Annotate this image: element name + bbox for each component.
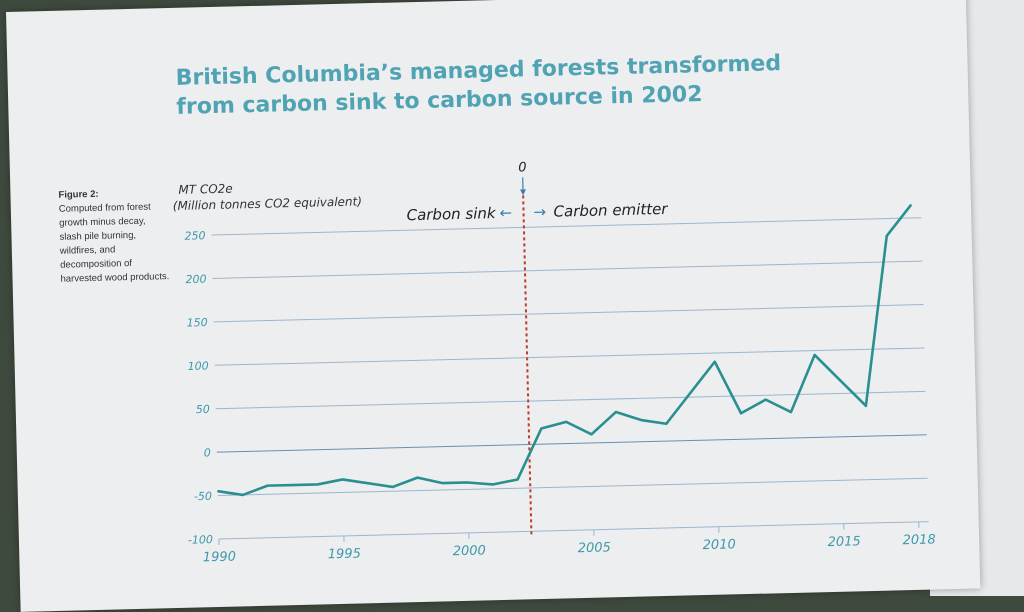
marker-arrowhead [520,189,526,195]
x-tick-label: 2000 [453,543,486,559]
gridline [214,305,924,322]
carbon-sink-label: Carbon sink [406,204,497,224]
gridline [219,522,929,539]
y-tick-label: -50 [194,490,212,503]
x-tick-label: 2005 [578,540,611,556]
y-tick-label: 0 [204,446,211,459]
y-tick-label: 250 [184,229,205,243]
y-tick-label: 200 [185,273,206,287]
crossover-marker-line [523,195,531,537]
y-tick-label: 100 [188,359,209,373]
book-page: British Columbia’s managed forests trans… [6,0,980,612]
x-tick-label: 1990 [203,550,236,566]
crossover-marker-label: 0 [518,160,527,175]
arrow-left-icon: ← [499,204,512,222]
y-tick-label: 50 [196,403,210,416]
y-axis-title-line1: MT CO2e [178,182,233,197]
gridline [216,391,926,408]
x-tick-label: 1995 [328,546,361,562]
x-tick-label: 2015 [827,534,860,550]
carbon-emitter-label: Carbon emitter [553,200,668,221]
line-chart: MT CO2e (Million tonnes CO2 equivalent) … [6,0,980,612]
gridline [217,435,927,452]
y-axis-title-line2: (Million tonnes CO2 equivalent) [173,194,363,213]
x-tick-label: 2010 [703,537,736,553]
arrow-right-icon: → [533,203,546,221]
gridline [213,261,923,278]
x-tick-label: 2018 [902,532,935,548]
gridline [218,478,928,495]
y-tick-label: 150 [186,316,207,330]
y-tick-label: -100 [188,533,213,547]
